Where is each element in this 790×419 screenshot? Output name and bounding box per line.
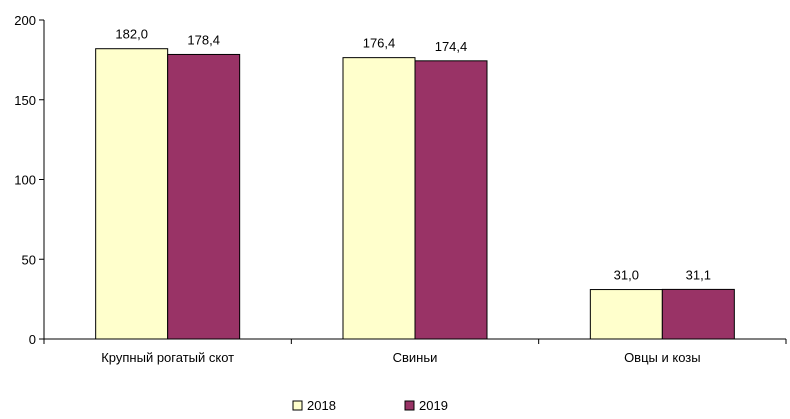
legend-label: 2018 xyxy=(307,398,336,413)
y-tick-label: 100 xyxy=(14,173,36,188)
data-label: 178,4 xyxy=(187,32,220,47)
y-tick-label: 50 xyxy=(22,252,36,267)
data-label: 31,0 xyxy=(614,268,639,283)
data-label: 31,1 xyxy=(686,267,711,282)
bar-2018 xyxy=(95,48,169,340)
x-category-label: Свиньи xyxy=(393,350,438,365)
bar-2018 xyxy=(342,57,416,340)
y-tick-label: 0 xyxy=(29,332,36,347)
axes: 0 50 100 150 200 Крупный рогатый скот Свиньи Ов… xyxy=(14,13,787,365)
legend-label: 2019 xyxy=(419,398,448,413)
bars xyxy=(95,48,735,340)
data-labels: 182,0 178,4 176,4 174,4 31,0 31,1 xyxy=(115,27,711,283)
x-category-label: Крупный рогатый скот xyxy=(101,350,234,365)
legend: 2018 2019 xyxy=(292,398,448,413)
bar-2019 xyxy=(414,60,488,340)
legend-swatch-2018 xyxy=(292,400,303,411)
legend-swatch-2019 xyxy=(404,400,415,411)
bar-2018 xyxy=(589,289,663,340)
bar-2019 xyxy=(167,53,241,340)
y-tick-label: 150 xyxy=(14,93,36,108)
data-label: 174,4 xyxy=(435,39,468,54)
data-label: 176,4 xyxy=(363,36,396,51)
bar-2019 xyxy=(661,288,735,340)
data-label: 182,0 xyxy=(115,27,148,42)
x-category-label: Овцы и козы xyxy=(624,350,701,365)
y-tick-label: 200 xyxy=(14,13,36,28)
